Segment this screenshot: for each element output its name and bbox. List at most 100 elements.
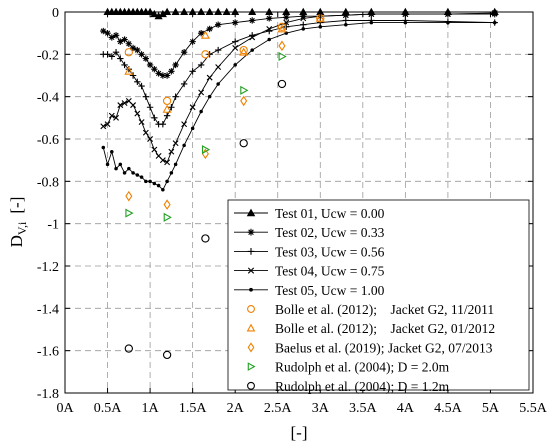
legend-marker: [247, 342, 255, 353]
data-point: [125, 208, 134, 218]
data-point: [249, 17, 256, 24]
data-point: [142, 93, 150, 100]
y-tick-label: 0: [52, 6, 59, 21]
plot-frame: [64, 11, 534, 394]
data-point: [146, 104, 154, 111]
data-point: [162, 96, 172, 106]
data-point: [492, 20, 497, 25]
data-point: [151, 65, 158, 73]
data-point: [164, 159, 171, 166]
data-point: [200, 30, 210, 39]
data-point: [112, 49, 120, 56]
data-point: [117, 55, 124, 62]
legend-entry: Bolle et al. (2012); Jacket G2, 01/2012: [246, 321, 495, 336]
y-axis: 0 -0.2 -0.4 -0.6 -0.8 -1 -1.2 -1.4 -1.6 -1.8: [37, 6, 533, 402]
data-point: [168, 104, 175, 111]
x-tick-label: 1A: [142, 401, 160, 416]
legend-label: Rudolph et al. (2004); D = 2.0m: [275, 360, 450, 375]
data-point: [300, 21, 307, 28]
data-point: [283, 14, 290, 21]
data-point: [104, 121, 111, 128]
data-point: [124, 48, 133, 57]
data-point: [189, 68, 196, 75]
x-tick-label: 4A: [397, 401, 415, 416]
data-point: [138, 51, 145, 58]
legend-entry: Test 02, Ucw = 0.33: [234, 225, 385, 240]
data-point: [318, 25, 323, 29]
data-point: [134, 46, 141, 54]
data-point: [278, 40, 286, 52]
data-point: [317, 19, 324, 26]
data-point: [233, 63, 237, 67]
data-point: [190, 126, 195, 131]
data-point: [491, 10, 498, 17]
data-point: [108, 112, 115, 119]
data-point: [249, 34, 256, 41]
y-axis-label: DV,i [-]: [7, 197, 29, 248]
data-point: [163, 112, 171, 119]
data-point: [315, 13, 325, 22]
data-point: [100, 123, 107, 130]
data-point: [491, 10, 498, 18]
x-tick-label: 0.5A: [94, 401, 123, 416]
legend-marker: [247, 381, 255, 390]
data-point: [173, 162, 178, 167]
data-point: [206, 51, 213, 58]
data-point: [129, 44, 137, 52]
data-point: [168, 148, 175, 155]
legend-label: Test 03, Ucw = 0.56: [275, 244, 385, 259]
legend-entry: Test 01, Ucw = 0.00: [234, 206, 385, 221]
data-point: [266, 25, 273, 32]
x-axis: 0A 0.5A 1A 1.5A 2A 2.5A 3A 3.5A 4A 4.5A 5A 5.5A: [56, 12, 548, 416]
legend-marker: [247, 267, 255, 274]
data-point: [125, 40, 133, 47]
data-point: [201, 50, 210, 59]
data-point: [121, 61, 128, 69]
data-point: [110, 149, 114, 154]
y-tick-label: -0.2: [37, 48, 59, 63]
legend-marker: [247, 228, 255, 236]
x-tick-label: 2.5A: [264, 401, 293, 416]
legend-entry: Test 05, Ucw = 1.00: [234, 283, 385, 298]
data-point: [206, 74, 213, 81]
legend-label: Test 04, Ucw = 0.75: [275, 264, 385, 279]
data-point: [130, 102, 137, 109]
data-point: [144, 179, 148, 184]
legend-entry: Rudolph et al. (2004); D = 1.2m: [247, 379, 450, 394]
data-point: [108, 53, 115, 60]
data-point: [180, 49, 188, 56]
data-point: [201, 145, 211, 155]
data-point: [159, 72, 167, 79]
legend-marker: [246, 208, 256, 217]
data-point: [278, 51, 287, 61]
data-point: [100, 27, 107, 35]
series-8: [125, 40, 286, 210]
data-point: [215, 64, 222, 70]
y-axis-label-unit: [-]: [7, 197, 26, 214]
data-point: [101, 145, 106, 150]
data-point: [240, 85, 249, 95]
legend-label: Bolle et al. (2012); Jacket G2, 11/2011: [275, 302, 494, 317]
series-line: [102, 22, 495, 191]
data-point: [135, 173, 140, 177]
data-point: [231, 19, 239, 26]
data-point: [152, 181, 157, 186]
data-point: [189, 38, 196, 45]
data-point: [146, 61, 154, 69]
legend-marker: [249, 287, 253, 292]
data-point: [239, 47, 249, 56]
data-point: [214, 21, 222, 28]
series-9: [125, 51, 287, 222]
data-point: [197, 29, 205, 37]
series-5: [101, 20, 497, 192]
y-tick-label: -0.8: [37, 175, 59, 190]
data-point: [127, 166, 131, 171]
data-point: [161, 188, 165, 192]
data-point: [148, 179, 152, 184]
data-point: [112, 32, 120, 39]
data-point: [300, 13, 307, 20]
legend-marker: [246, 323, 256, 332]
data-point: [342, 17, 349, 24]
legend-label: Test 02, Ucw = 0.33: [275, 225, 385, 240]
